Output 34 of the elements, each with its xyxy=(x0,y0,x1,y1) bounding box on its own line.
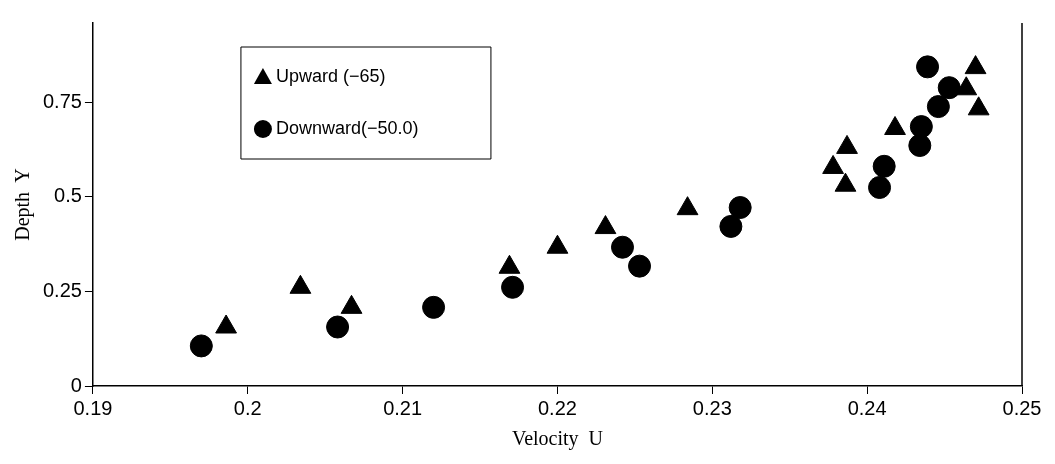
point xyxy=(189,334,213,358)
x-tick-label: 0.25 xyxy=(1002,396,1042,419)
point xyxy=(422,295,446,319)
x-tick-label: 0.2 xyxy=(233,396,262,419)
point xyxy=(594,215,617,235)
legend-label: Downward(−50.0) xyxy=(275,117,419,138)
y-tick-label: 0 xyxy=(70,373,82,396)
point xyxy=(955,76,978,96)
x-tick-label: 0.24 xyxy=(847,396,887,419)
point xyxy=(611,235,634,259)
point xyxy=(967,96,990,116)
point xyxy=(501,275,525,299)
point xyxy=(868,175,892,199)
point xyxy=(834,172,857,192)
point xyxy=(964,55,987,75)
point xyxy=(836,134,858,154)
point xyxy=(822,154,844,174)
point xyxy=(719,214,743,238)
y-tick-label: 0.75 xyxy=(42,89,82,112)
x-tick-label: 0.19 xyxy=(73,396,113,419)
x-axis-title: Velocity U xyxy=(511,427,604,451)
legend-label: Upward (−65) xyxy=(275,65,386,86)
point xyxy=(326,315,350,339)
point xyxy=(884,116,906,135)
x-tick-label: 0.21 xyxy=(383,396,423,419)
point xyxy=(872,154,896,178)
point xyxy=(728,196,752,220)
x-tick-label: 0.22 xyxy=(537,396,577,419)
point xyxy=(676,196,699,216)
y-tick-label: 0.5 xyxy=(54,184,82,207)
y-tick-label: 0.25 xyxy=(42,278,82,301)
x-tick-label: 0.23 xyxy=(692,396,732,419)
point xyxy=(628,254,652,278)
y-axis-title: Depth Y xyxy=(11,168,35,241)
